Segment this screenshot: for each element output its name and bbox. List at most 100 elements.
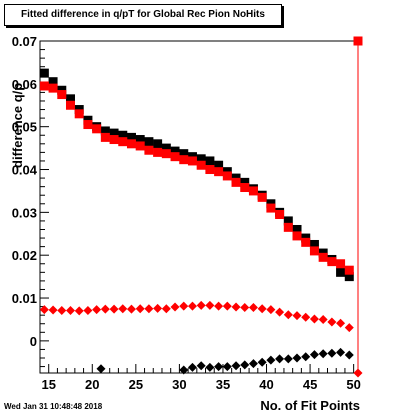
data-point-square bbox=[292, 224, 302, 234]
data-point-square bbox=[266, 203, 276, 213]
data-point-diamond bbox=[48, 305, 58, 315]
timestamp: Wed Jan 31 10:48:48 2018 bbox=[4, 402, 103, 411]
data-point-square bbox=[118, 130, 128, 140]
data-point-diamond bbox=[161, 304, 171, 314]
x-tick-label: 20 bbox=[85, 377, 99, 392]
data-point-diamond bbox=[301, 352, 311, 362]
data-point-square bbox=[126, 139, 136, 149]
data-point-square bbox=[144, 137, 154, 147]
data-point-square bbox=[309, 246, 319, 256]
data-point-square bbox=[100, 126, 110, 136]
x-tick-label: 25 bbox=[129, 377, 143, 392]
data-point-diamond bbox=[100, 304, 110, 314]
y-tick-label: 0.05 bbox=[12, 120, 37, 135]
data-point-square bbox=[214, 167, 224, 177]
data-point-diamond bbox=[344, 323, 354, 333]
data-point-square bbox=[57, 90, 67, 100]
data-point-diamond bbox=[153, 303, 163, 313]
data-point-square bbox=[196, 160, 206, 170]
data-point-square bbox=[74, 109, 84, 119]
data-point-square bbox=[65, 100, 75, 110]
data-point-diamond bbox=[266, 305, 276, 315]
data-point-diamond bbox=[336, 318, 346, 328]
data-point-square bbox=[292, 231, 302, 241]
data-point-diamond bbox=[231, 302, 241, 312]
data-point-diamond bbox=[318, 349, 328, 359]
data-point-square bbox=[39, 68, 49, 78]
data-point-diamond bbox=[283, 310, 293, 320]
data-point-diamond bbox=[309, 350, 319, 360]
plot-frame bbox=[39, 40, 359, 374]
data-point-diamond bbox=[275, 307, 285, 317]
data-point-square bbox=[109, 128, 119, 138]
data-point-diamond bbox=[275, 354, 285, 364]
data-point-diamond bbox=[301, 312, 311, 322]
data-point-square bbox=[187, 156, 197, 166]
data-point-diamond bbox=[205, 362, 215, 372]
data-point-square bbox=[257, 192, 267, 202]
y-axis-label: difference q/p bbox=[10, 82, 25, 168]
x-tick-label: 40 bbox=[259, 377, 273, 392]
data-point-diamond bbox=[187, 301, 197, 311]
data-point-diamond bbox=[205, 300, 215, 310]
data-point-square bbox=[283, 222, 293, 232]
data-point-square bbox=[327, 257, 337, 267]
data-point-square bbox=[170, 152, 180, 162]
data-point-diamond bbox=[196, 361, 206, 371]
data-point-square bbox=[205, 165, 215, 175]
x-tick-label: 15 bbox=[41, 377, 55, 392]
data-point-diamond bbox=[222, 301, 232, 311]
y-tick-label: 0.06 bbox=[12, 77, 37, 92]
data-point-diamond bbox=[248, 302, 258, 312]
data-point-diamond bbox=[126, 304, 136, 314]
data-point-diamond bbox=[283, 354, 293, 364]
data-point-square bbox=[336, 267, 346, 277]
data-marks bbox=[39, 36, 363, 378]
x-axis-label: No. of Fit Points bbox=[260, 398, 360, 413]
data-point-diamond bbox=[231, 361, 241, 371]
data-point-square bbox=[100, 132, 110, 142]
data-point-diamond bbox=[65, 305, 75, 315]
data-point-square bbox=[222, 171, 232, 181]
data-point-diamond bbox=[135, 304, 145, 314]
data-point-square bbox=[301, 237, 311, 247]
data-point-diamond bbox=[336, 347, 346, 357]
data-point-diamond bbox=[292, 311, 302, 321]
data-point-square bbox=[144, 145, 154, 155]
data-point-diamond bbox=[222, 362, 232, 372]
data-point-square bbox=[196, 154, 206, 164]
data-point-square bbox=[344, 272, 354, 282]
data-point-square bbox=[126, 132, 136, 142]
data-point-diamond bbox=[179, 365, 189, 375]
data-point-diamond bbox=[92, 305, 102, 315]
data-point-diamond bbox=[214, 362, 224, 372]
data-point-square bbox=[283, 216, 293, 226]
data-point-square bbox=[92, 124, 102, 134]
data-point-diamond bbox=[257, 304, 267, 314]
data-point-diamond bbox=[118, 304, 128, 314]
data-point-diamond bbox=[240, 360, 250, 370]
data-point-square bbox=[240, 177, 250, 187]
data-point-diamond bbox=[144, 304, 154, 314]
data-point-square bbox=[153, 147, 163, 157]
data-point-diamond bbox=[257, 357, 267, 367]
data-point-square bbox=[336, 259, 346, 269]
data-point-square bbox=[214, 160, 224, 170]
data-point-square bbox=[48, 77, 58, 87]
data-point-square bbox=[39, 81, 49, 91]
chart-title: Fitted difference in q/pT for Global Rec… bbox=[21, 9, 265, 20]
data-point-square bbox=[118, 137, 128, 147]
y-tick-label: 0 bbox=[30, 334, 37, 349]
data-point-diamond bbox=[266, 355, 276, 365]
data-point-square bbox=[161, 143, 171, 153]
x-tick-label: 50 bbox=[346, 377, 360, 392]
data-point-square bbox=[240, 183, 250, 193]
data-point-diamond bbox=[214, 301, 224, 311]
x-tick-label: 30 bbox=[172, 377, 186, 392]
data-point-diamond bbox=[240, 302, 250, 312]
data-point-diamond bbox=[309, 314, 319, 324]
data-point-square bbox=[179, 155, 189, 165]
data-point-diamond bbox=[39, 305, 49, 315]
data-point-square bbox=[344, 265, 354, 275]
